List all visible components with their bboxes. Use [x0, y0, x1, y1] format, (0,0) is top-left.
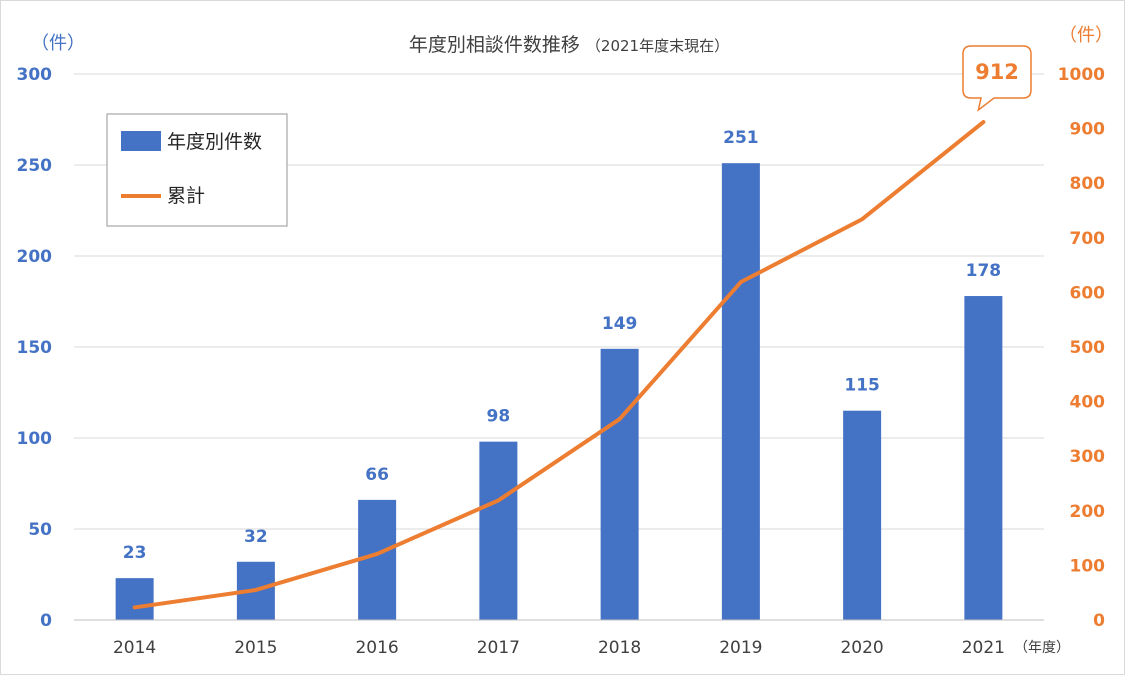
bar-value-label: 98 — [487, 407, 511, 427]
left-axis-tick: 150 — [17, 338, 53, 358]
chart-title: 年度別相談件数推移 — [409, 34, 580, 56]
right-axis-tick: 700 — [1070, 229, 1106, 249]
bar — [600, 348, 639, 620]
bar-value-label: 149 — [602, 314, 638, 334]
right-axis-tick: 600 — [1070, 283, 1106, 303]
chart-legend: 年度別件数 累計 — [106, 113, 288, 227]
legend-bar-label: 年度別件数 — [167, 131, 262, 153]
x-axis-tick: 2018 — [598, 638, 641, 658]
bar — [843, 410, 882, 620]
bar — [358, 499, 397, 620]
left-axis-tick: 300 — [17, 65, 53, 85]
right-axis-tick: 200 — [1070, 502, 1106, 522]
bar — [115, 578, 154, 620]
x-axis-tick: 2021 — [962, 638, 1005, 658]
right-axis-tick: 400 — [1070, 393, 1106, 413]
x-axis-tick: 2020 — [840, 638, 883, 658]
bar-value-label: 115 — [844, 376, 880, 396]
x-axis-tick: 2015 — [234, 638, 277, 658]
bar — [479, 441, 518, 620]
right-axis-tick: 500 — [1070, 338, 1106, 358]
bar-series — [115, 163, 1003, 620]
bar — [721, 163, 760, 620]
right-axis-tick: 900 — [1070, 120, 1106, 140]
bar-value-label: 23 — [123, 543, 147, 563]
bar-value-label: 251 — [723, 128, 759, 148]
left-axis-tick: 200 — [17, 247, 53, 267]
x-axis-tick: 2019 — [719, 638, 762, 658]
left-axis-tick: 250 — [17, 156, 53, 176]
axes: 0 50 100 150 200 250 300 0 100 200 300 400 500 600 700… — [17, 65, 1106, 658]
right-axis-tick: 0 — [1093, 611, 1105, 631]
left-axis-unit: （件） — [31, 33, 85, 54]
chart-subtitle: （2021年度末現在） — [586, 37, 729, 55]
right-axis-unit: （件） — [1059, 25, 1113, 46]
right-axis-tick: 800 — [1070, 174, 1106, 194]
cumulative-line — [132, 120, 986, 610]
left-axis-tick: 100 — [17, 429, 53, 449]
callout-value: 912 — [975, 60, 1019, 84]
total-callout: 912 — [962, 45, 1032, 112]
line-series — [132, 120, 986, 610]
left-axis-tick: 0 — [40, 611, 52, 631]
data-labels: 23 32 66 98 149 251 115 178 — [123, 128, 1001, 563]
x-axis-tick: 2014 — [113, 638, 156, 658]
legend-line-label: 累計 — [167, 185, 205, 207]
x-axis-tick: 2016 — [355, 638, 398, 658]
bar-value-label: 178 — [966, 261, 1002, 281]
bar-value-label: 32 — [244, 527, 268, 547]
right-axis-tick: 100 — [1070, 556, 1106, 576]
left-axis-tick: 50 — [28, 520, 52, 540]
right-axis-tick: 300 — [1070, 447, 1106, 467]
right-axis-tick: 1000 — [1058, 65, 1105, 85]
bar — [964, 296, 1003, 620]
legend-bar-swatch — [121, 131, 161, 151]
x-axis-unit: （年度） — [1014, 640, 1070, 656]
bar-value-label: 66 — [365, 465, 389, 485]
callout-bubble — [962, 45, 1032, 112]
x-axis-tick: 2017 — [477, 638, 520, 658]
